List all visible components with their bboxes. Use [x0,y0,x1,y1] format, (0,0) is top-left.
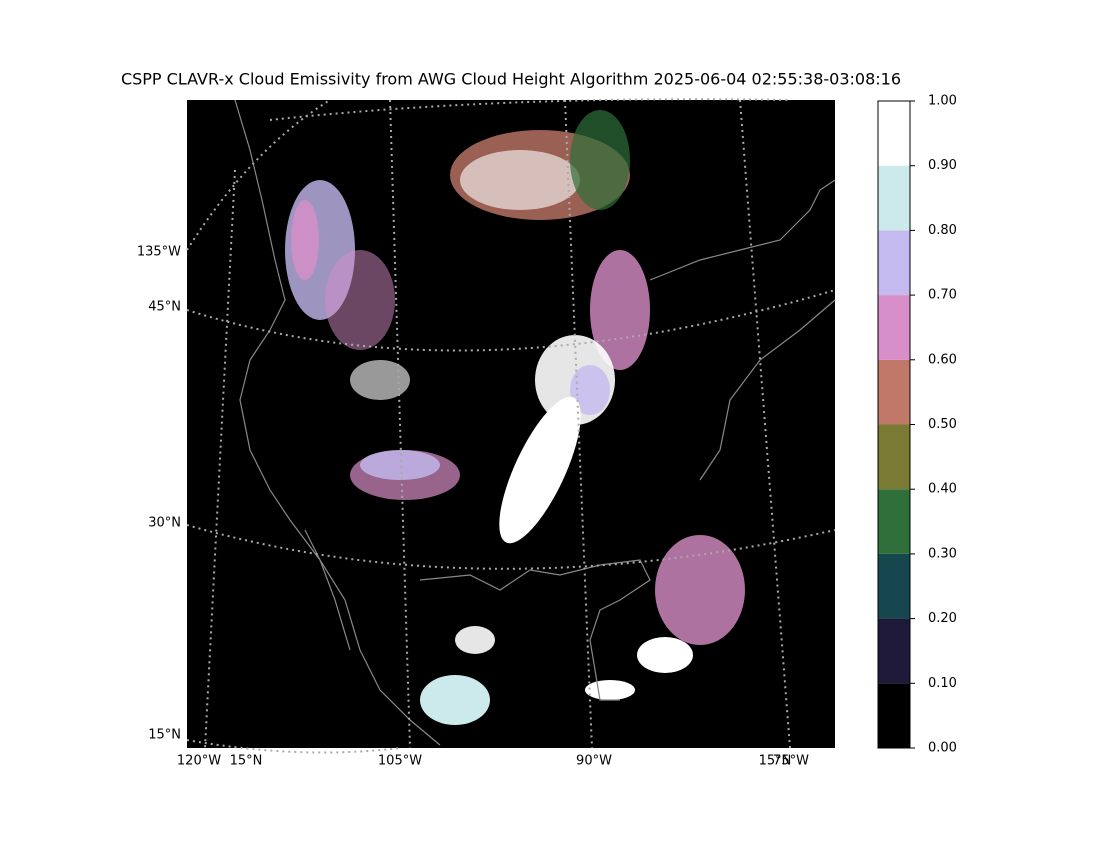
colorbar-segment [878,359,910,425]
colorbar-tick-label: 0.90 [928,158,957,173]
colorbar-tick-label: 0.60 [928,352,957,367]
lat-label: 135°W [137,245,181,260]
lon-label: 75°W [773,754,809,769]
colorbar-segment [878,489,910,554]
colorbar-segment [878,683,910,748]
coastlines [234,99,836,746]
lon-label: 105°W [378,754,422,769]
colorbar-segment [878,424,910,490]
colorbar-segment [878,165,910,231]
colorbar-tick-label: 0.10 [928,676,957,691]
lat-label: 15°N [148,728,181,743]
colorbar-tick-label: 0.50 [928,417,957,432]
lon-label: 15°N [230,754,263,769]
colorbar-tick-label: 0.00 [928,741,957,756]
colorbar-segment [878,553,910,619]
colorbar-tick-label: 0.30 [928,546,957,561]
colorbar-tick-label: 0.80 [928,223,957,238]
colorbar-segment [878,295,910,360]
lon-label: 120°W [177,754,221,769]
colorbar-tick-label: 1.00 [928,94,957,109]
title: CSPP CLAVR-x Cloud Emissivity from AWG C… [121,70,901,89]
colorbar-segment [878,101,910,166]
lat-label: 30°N [148,516,181,531]
lon-label: 15°N [759,754,792,769]
colorbar-segment [878,230,910,296]
graticule [186,98,836,754]
cloud-swath [272,100,755,748]
colorbar-segment [878,618,910,684]
colorbar-tick-label: 0.40 [928,482,957,497]
lat-label: 45°N [148,300,181,315]
colorbar-tick-label: 0.20 [928,611,957,626]
lon-label: 90°W [576,754,612,769]
colorbar-tick-label: 0.70 [928,288,957,303]
